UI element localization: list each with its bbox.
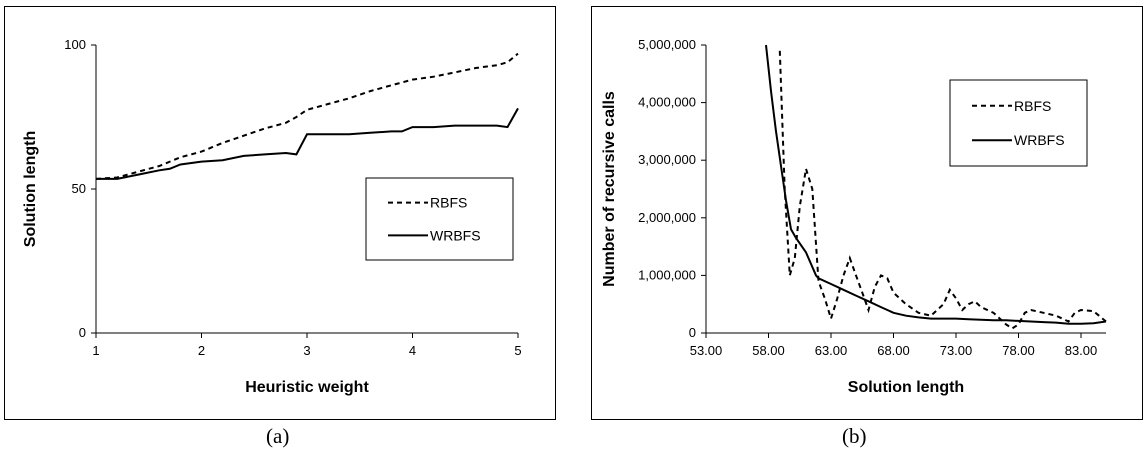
y-axis-label: Solution length <box>22 131 39 247</box>
x-tick-label: 4 <box>409 343 416 358</box>
chart-a-svg: 0 50 100 1 2 3 4 5 Heuristic weight Solution leng… <box>22 37 522 396</box>
x-tick-label: 3 <box>303 343 310 358</box>
chart-b-svg: 0 1,000,000 2,000,000 3,000,000 4,000,000 5,0… <box>601 37 1107 396</box>
legend-label-rbfs: RBFS <box>1014 98 1051 114</box>
legend-label-wrbfs: WRBFS <box>1014 132 1065 148</box>
chart-panel-a: 0 50 100 1 2 3 4 5 Heuristic weight Solution leng… <box>4 6 556 420</box>
x-tick-label: 63.00 <box>815 343 848 358</box>
x-tick-label: 83.00 <box>1065 343 1098 358</box>
series-line-rbfs <box>778 50 1107 330</box>
legend-box <box>949 79 1088 167</box>
caption-a: (a) <box>266 424 290 448</box>
y-tick-label: 50 <box>72 181 86 196</box>
y-tick-label: 0 <box>689 325 696 340</box>
x-tick-label: 78.00 <box>1002 343 1035 358</box>
y-tick-label: 1,000,000 <box>638 267 696 282</box>
x-axis-label: Heuristic weight <box>245 379 369 396</box>
x-tick-label: 53.00 <box>690 343 723 358</box>
x-axis-label: Solution length <box>848 379 964 396</box>
x-tick-label: 2 <box>198 343 205 358</box>
y-axis-label: Number of recursive calls <box>601 91 618 287</box>
x-tick-label: 68.00 <box>877 343 910 358</box>
legend-label-rbfs: RBFS <box>430 195 467 211</box>
series-line-wrbfs <box>765 44 1107 325</box>
y-tick-label: 3,000,000 <box>638 152 696 167</box>
series-line-wrbfs <box>96 107 519 180</box>
caption-b: (b) <box>842 424 867 448</box>
y-tick-label: 0 <box>79 325 86 340</box>
x-tick-label: 58.00 <box>752 343 785 358</box>
y-tick-label: 100 <box>64 37 86 52</box>
y-tick-label: 5,000,000 <box>638 37 696 52</box>
chart-panel-b: 0 1,000,000 2,000,000 3,000,000 4,000,000 5,0… <box>591 6 1143 420</box>
y-tick-label: 2,000,000 <box>638 210 696 225</box>
y-tick-label: 4,000,000 <box>638 95 696 110</box>
series-line-rbfs <box>95 52 519 180</box>
x-tick-label: 1 <box>92 343 99 358</box>
legend-box <box>365 177 514 261</box>
legend-label-wrbfs: WRBFS <box>430 227 481 243</box>
x-tick-label: 73.00 <box>940 343 973 358</box>
x-tick-label: 5 <box>514 343 521 358</box>
